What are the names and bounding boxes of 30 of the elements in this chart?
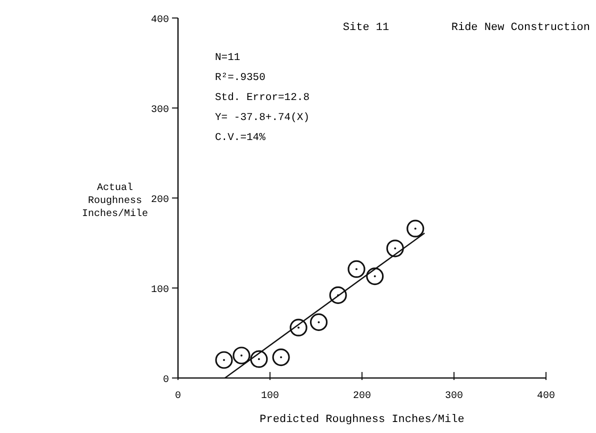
point — [310, 313, 328, 331]
annotation: R²=.9350 — [215, 72, 266, 84]
point — [250, 350, 268, 368]
y-tick-label: 400 — [150, 15, 169, 26]
annotation: C.V.=14% — [215, 132, 266, 144]
annotation: Std. Error=12.8 — [215, 92, 310, 104]
point — [215, 351, 233, 369]
x-tick-label: 100 — [260, 391, 280, 402]
point — [366, 268, 384, 286]
point — [232, 346, 250, 364]
y-tick-label: 0 — [162, 375, 169, 386]
x-tick-label: 0 — [174, 391, 182, 402]
x-axis-title: Predicted Roughness Inches/Mile — [260, 414, 464, 426]
point — [348, 260, 366, 278]
point — [406, 220, 424, 238]
y-tick-label: 300 — [150, 105, 169, 116]
point — [329, 286, 347, 304]
y-tick-label: 200 — [150, 195, 169, 206]
chart-title: Site 11 — [342, 22, 390, 34]
x-tick-label: 400 — [536, 391, 556, 402]
annotation: N=11 — [215, 52, 240, 64]
x-tick-label: 200 — [352, 391, 372, 402]
chart-subtitle: Ride New Construction — [451, 22, 590, 34]
y-axis-title: Actual Roughness Inches/Mile — [82, 182, 148, 220]
annotation: Y= -37.8+.74(X) — [215, 112, 310, 124]
point — [290, 318, 308, 336]
point — [272, 348, 290, 366]
y-tick-label: 100 — [150, 285, 169, 296]
point — [386, 240, 404, 258]
x-tick-label: 300 — [444, 391, 464, 402]
